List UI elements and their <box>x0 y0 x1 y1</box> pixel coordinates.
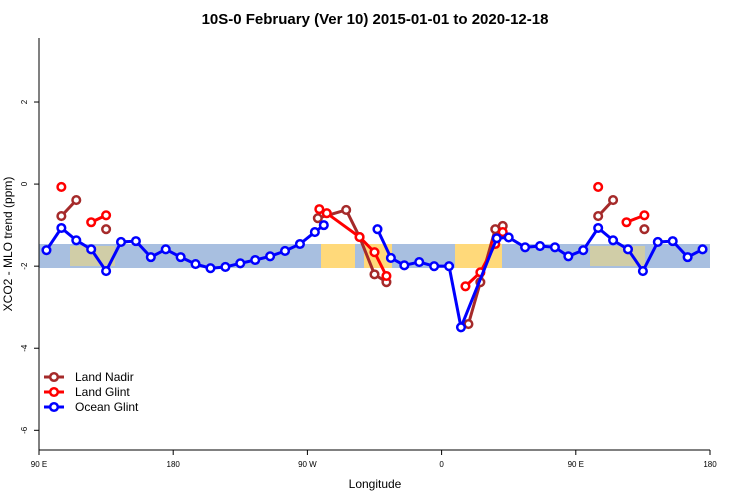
point <box>414 257 425 268</box>
point <box>637 266 648 277</box>
legend-label: Land Nadir <box>75 370 134 384</box>
x-tick-label: 180 <box>703 460 717 469</box>
point <box>621 217 632 228</box>
point <box>101 224 112 235</box>
point <box>235 258 246 269</box>
point <box>56 222 67 234</box>
point <box>309 227 320 238</box>
point <box>279 245 291 257</box>
point <box>455 322 467 333</box>
point <box>294 238 305 250</box>
x-tick-label: 90 W <box>298 460 317 469</box>
point <box>578 245 589 256</box>
point <box>56 211 67 222</box>
legend-label: Ocean Glint <box>75 400 139 414</box>
point <box>667 236 678 247</box>
point <box>697 244 708 255</box>
point <box>250 254 261 266</box>
point <box>115 236 127 247</box>
point <box>460 281 471 292</box>
y-tick-label: 0 <box>20 181 29 186</box>
legend-marker <box>48 371 60 383</box>
point <box>497 227 508 238</box>
point <box>321 208 332 219</box>
legend-marker <box>48 401 60 413</box>
land-patch <box>321 244 355 268</box>
point <box>622 244 634 255</box>
point <box>354 231 365 243</box>
point <box>101 266 112 277</box>
point <box>682 252 693 263</box>
point <box>56 181 67 193</box>
x-tick-label: 180 <box>167 460 181 469</box>
x-axis-label: Longitude <box>349 477 402 491</box>
point <box>608 195 619 206</box>
point <box>385 252 396 264</box>
point <box>175 252 186 263</box>
point <box>639 210 650 221</box>
land-patch <box>70 246 115 266</box>
point <box>491 233 502 244</box>
point <box>593 211 604 222</box>
point <box>314 204 325 215</box>
point <box>520 242 531 253</box>
y-tick-label: -6 <box>20 426 29 434</box>
point <box>101 210 112 221</box>
point <box>593 181 604 193</box>
point <box>71 235 82 246</box>
point <box>190 259 201 270</box>
point <box>503 232 514 243</box>
point <box>220 261 231 273</box>
y-tick-label: -2 <box>20 262 29 270</box>
point <box>145 252 156 263</box>
point <box>444 261 455 272</box>
point <box>86 217 97 228</box>
point <box>318 220 329 231</box>
point <box>652 236 663 247</box>
point <box>41 245 52 256</box>
point <box>549 242 560 253</box>
point <box>429 261 440 272</box>
point <box>369 269 380 280</box>
y-axis-label: XCO2 - MLO trend (ppm) <box>1 177 15 312</box>
x-tick-label: 90 E <box>31 460 47 469</box>
chart-title: 10S-0 February (Ver 10) 2015-01-01 to 20… <box>202 11 549 28</box>
point <box>341 204 352 215</box>
point <box>381 270 392 282</box>
legend-marker <box>48 386 60 398</box>
point <box>608 235 619 246</box>
x-tick-label: 0 <box>439 460 444 469</box>
series-line <box>376 225 704 333</box>
x-tick-label: 90 E <box>568 460 584 469</box>
point <box>265 251 276 262</box>
point <box>593 222 604 234</box>
point <box>205 263 216 274</box>
y-tick-label: 2 <box>20 99 29 104</box>
point <box>86 244 97 255</box>
point <box>399 260 410 271</box>
point <box>639 224 650 235</box>
point <box>312 213 323 224</box>
point <box>563 251 574 262</box>
y-tick-label: -4 <box>20 344 29 352</box>
point <box>372 224 383 235</box>
legend-label: Land Glint <box>75 385 130 399</box>
point <box>71 195 82 206</box>
point <box>534 241 546 252</box>
point <box>130 236 141 247</box>
point <box>160 244 171 255</box>
point <box>369 247 380 258</box>
